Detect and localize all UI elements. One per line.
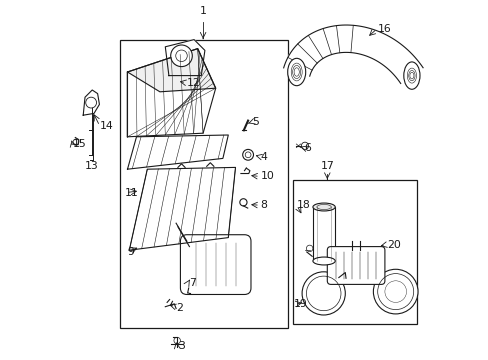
Bar [292, 180, 416, 324]
Polygon shape [129, 167, 235, 250]
Ellipse shape [312, 203, 335, 211]
Text: 7: 7 [188, 278, 195, 288]
Text: 6: 6 [303, 143, 310, 153]
Text: 11: 11 [125, 188, 139, 198]
Bar [312, 207, 335, 261]
Text: 2: 2 [176, 303, 183, 313]
Text: 9: 9 [127, 247, 134, 257]
Text: 18: 18 [296, 200, 310, 210]
Polygon shape [165, 40, 204, 76]
Text: 17: 17 [320, 161, 333, 171]
Ellipse shape [312, 257, 335, 265]
Circle shape [242, 149, 253, 160]
Text: 19: 19 [294, 299, 307, 309]
Text: 16: 16 [377, 24, 391, 34]
Polygon shape [283, 25, 422, 84]
Text: 20: 20 [386, 240, 400, 250]
FancyBboxPatch shape [326, 247, 384, 284]
Text: 10: 10 [260, 171, 274, 181]
Circle shape [239, 199, 246, 206]
Circle shape [302, 272, 345, 315]
Text: 3: 3 [178, 341, 184, 351]
Ellipse shape [403, 62, 419, 89]
Text: 1: 1 [199, 6, 206, 16]
Text: 4: 4 [260, 152, 267, 162]
Bar [120, 40, 287, 328]
Text: 13: 13 [84, 161, 98, 171]
Ellipse shape [287, 58, 305, 86]
Circle shape [301, 142, 308, 149]
Circle shape [85, 97, 96, 108]
Circle shape [170, 45, 192, 67]
FancyBboxPatch shape [180, 235, 250, 294]
Polygon shape [127, 49, 215, 92]
Text: 15: 15 [72, 139, 86, 149]
Text: 12: 12 [186, 78, 200, 88]
Text: 14: 14 [100, 121, 113, 131]
Circle shape [373, 269, 417, 314]
Text: 8: 8 [260, 200, 267, 210]
Polygon shape [127, 49, 215, 137]
Text: 5: 5 [251, 117, 258, 127]
Polygon shape [83, 90, 99, 115]
Polygon shape [127, 135, 228, 169]
